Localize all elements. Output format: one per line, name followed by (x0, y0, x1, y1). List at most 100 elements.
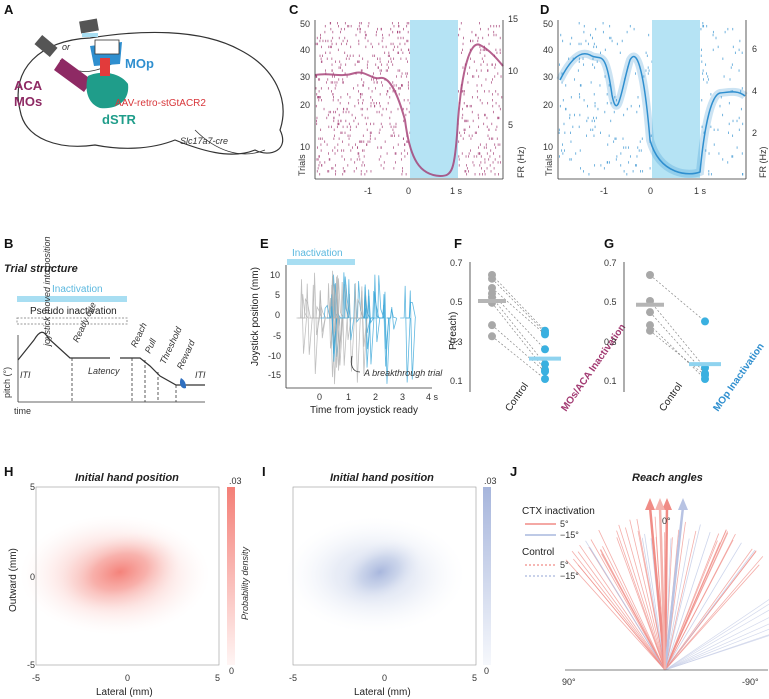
reach-angle-line (664, 599, 769, 671)
i-xlabel: Lateral (mm) (354, 687, 411, 698)
reach-angle-line (664, 530, 697, 671)
panel-label-g: G (604, 236, 614, 251)
c-ytick: 40 (300, 45, 310, 55)
joystick-trace (363, 296, 375, 365)
b-title: Trial structure (4, 263, 78, 275)
panel-label-h: H (4, 464, 13, 479)
c-y2tick: 5 (508, 120, 513, 130)
d-firing-rate-line (559, 53, 746, 175)
reach-angle-line (664, 617, 769, 671)
h-density-core (59, 531, 181, 613)
mean-reach-arrowhead (662, 498, 672, 510)
pair-link (491, 336, 546, 380)
h-xtick: -5 (32, 673, 40, 683)
e-xtick: 3 (400, 392, 405, 402)
i-xtick: 5 (472, 673, 477, 683)
mean-reach-arrow (658, 506, 667, 671)
reach-angle-line (616, 537, 666, 671)
reach-angle-line (664, 549, 756, 671)
b-pull: Pull (143, 336, 159, 355)
pair-link (491, 287, 546, 335)
j-legend-ctrl-5: 5° (560, 560, 569, 570)
g-cond2: MOp Inactivation (711, 341, 766, 413)
reach-angle-line (664, 628, 769, 671)
h-title: Initial hand position (75, 472, 179, 484)
e-xtick: 4 s (426, 392, 439, 402)
a-mop-label: MOp (125, 56, 154, 71)
reach-angle-line (565, 559, 666, 671)
mean-reach-arrowhead (645, 498, 655, 510)
h-xtick: 0 (125, 673, 130, 683)
d-xtick: 1 s (694, 186, 707, 196)
control-point (488, 284, 496, 292)
e-annotation: A breakthrough trial (363, 368, 443, 378)
d-ytick: 20 (543, 100, 553, 110)
reach-angle-line (664, 548, 753, 671)
panel-label-f: F (454, 236, 462, 251)
reach-angle-line (579, 544, 666, 671)
i-cbar-max: .03 (484, 476, 497, 486)
inactivation-point (701, 317, 709, 326)
reach-angle-line (664, 540, 718, 671)
c-raster (315, 22, 503, 176)
j-title: Reach angles (632, 472, 703, 484)
d-light-shade (652, 20, 700, 178)
f-cond2: MOs/ACA Inactivation (559, 322, 628, 414)
reach-angle-line (664, 532, 729, 671)
g-ytick: 0.3 (604, 337, 617, 347)
b-pseudo-bar (16, 317, 128, 325)
i-xtick: 0 (382, 673, 387, 683)
c-ylabel: Trials (297, 154, 307, 176)
h-ytick: 0 (30, 572, 35, 582)
j-legend-ctrl-m15: −15° (560, 571, 579, 581)
reach-angle-line (629, 519, 666, 671)
brain-schematic (17, 18, 284, 155)
pair-link (649, 330, 706, 376)
f-plot (478, 271, 561, 383)
b-latency: Latency (88, 366, 120, 376)
mean-reach-arrow (648, 506, 667, 671)
d-y2tick: 4 (752, 86, 757, 96)
joystick-trace (368, 290, 380, 319)
reach-angle-line (664, 556, 764, 671)
h-ytick: 5 (30, 482, 35, 492)
d-raster (558, 22, 744, 176)
g-ytick: 0.7 (604, 258, 617, 268)
reach-angle-line (571, 550, 666, 671)
e-xlabel: Time from joystick ready (310, 405, 418, 416)
f-ytick: 0.1 (450, 376, 463, 386)
j-left-90: 90° (562, 677, 576, 687)
control-point (646, 321, 654, 330)
e-ylabel: Joystick position (mm) (250, 267, 261, 366)
d-ytick: 40 (543, 45, 553, 55)
b-reward: Reward (175, 338, 198, 371)
b-inactivation-label: Inactivation (52, 284, 103, 295)
e-ytick: -15 (268, 370, 281, 380)
b-inactivation-bar (17, 296, 127, 302)
joystick-trace (300, 297, 311, 319)
a-or-text: or (62, 42, 71, 52)
d-ytick: 50 (543, 19, 553, 29)
joystick-trace (343, 279, 355, 341)
joystick-trace (320, 304, 331, 319)
b-trial-trace (17, 331, 205, 403)
e-inactivation-bar (287, 259, 355, 265)
reach-angle-line (664, 635, 769, 671)
mean-reach-arrowhead (655, 498, 665, 510)
c-firing-rate-line (314, 43, 504, 178)
a-virus-label: AAV-retro-stGtACR2 (115, 98, 206, 109)
c-light-shade (410, 20, 458, 178)
joystick-trace (323, 283, 334, 349)
joystick-trace (308, 284, 319, 374)
c-ytick: 20 (300, 100, 310, 110)
h-xlabel: Lateral (mm) (96, 687, 153, 698)
j-legend-ctx: CTX inactivation (522, 506, 595, 517)
control-point (488, 274, 496, 283)
reach-angle-line (598, 529, 666, 671)
joystick-trace (378, 294, 390, 349)
reach-angle-line (664, 603, 769, 671)
reach-angle-line (664, 539, 734, 671)
e-ytick: 5 (275, 290, 280, 300)
mean-reach-arrowhead (678, 498, 688, 510)
